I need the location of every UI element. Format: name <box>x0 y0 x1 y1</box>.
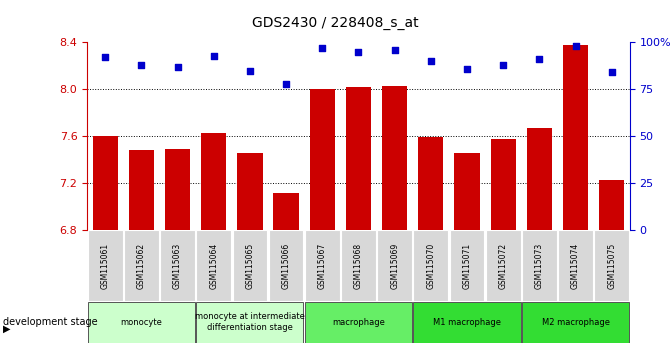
Bar <box>269 230 304 301</box>
Bar <box>522 230 557 301</box>
Bar <box>563 45 588 230</box>
Bar <box>88 230 123 301</box>
Text: GSM115072: GSM115072 <box>498 242 508 289</box>
Point <box>389 47 400 53</box>
Bar <box>413 302 521 343</box>
Text: GSM115062: GSM115062 <box>137 242 146 289</box>
Text: GSM115063: GSM115063 <box>173 242 182 289</box>
Text: GSM115071: GSM115071 <box>462 242 472 289</box>
Text: GSM115068: GSM115068 <box>354 242 363 289</box>
Bar <box>454 153 480 230</box>
Text: GSM115061: GSM115061 <box>100 242 110 289</box>
Bar <box>124 230 159 301</box>
Bar <box>486 230 521 301</box>
Bar <box>196 302 304 343</box>
Bar <box>599 180 624 230</box>
Bar <box>377 230 412 301</box>
Bar <box>346 87 371 230</box>
Bar <box>129 150 154 230</box>
Text: GSM115074: GSM115074 <box>571 242 580 289</box>
Bar <box>305 302 412 343</box>
Point <box>606 70 617 75</box>
Bar <box>522 302 629 343</box>
Point <box>498 62 509 68</box>
Bar <box>382 86 407 230</box>
Bar <box>237 153 263 230</box>
Text: monocyte: monocyte <box>121 318 162 327</box>
Bar <box>165 149 190 230</box>
Bar <box>92 136 118 230</box>
Bar <box>341 230 376 301</box>
Text: ▶: ▶ <box>3 324 11 333</box>
Bar <box>273 193 299 230</box>
Text: monocyte at intermediate
differentiation stage: monocyte at intermediate differentiation… <box>195 313 305 332</box>
Text: GSM115067: GSM115067 <box>318 242 327 289</box>
Bar <box>490 139 516 230</box>
Bar <box>160 230 195 301</box>
Text: GSM115069: GSM115069 <box>390 242 399 289</box>
Bar <box>196 230 231 301</box>
Point <box>136 62 147 68</box>
Bar <box>558 230 593 301</box>
Point <box>317 45 328 51</box>
Point <box>425 58 436 64</box>
Text: macrophage: macrophage <box>332 318 385 327</box>
Bar <box>413 230 448 301</box>
Text: M2 macrophage: M2 macrophage <box>541 318 610 327</box>
Bar <box>201 133 226 230</box>
Point <box>245 68 255 74</box>
Point <box>570 44 581 49</box>
Bar <box>450 230 484 301</box>
Bar <box>527 128 552 230</box>
Bar <box>418 137 444 230</box>
Point <box>534 57 545 62</box>
Text: GSM115075: GSM115075 <box>607 242 616 289</box>
Text: GSM115065: GSM115065 <box>245 242 255 289</box>
Bar <box>88 302 195 343</box>
Bar <box>594 230 629 301</box>
Point <box>353 49 364 55</box>
Text: GDS2430 / 228408_s_at: GDS2430 / 228408_s_at <box>252 16 418 30</box>
Point <box>281 81 291 87</box>
Bar <box>232 230 267 301</box>
Text: GSM115070: GSM115070 <box>426 242 436 289</box>
Text: GSM115064: GSM115064 <box>209 242 218 289</box>
Bar <box>305 230 340 301</box>
Point <box>172 64 183 70</box>
Point <box>208 53 219 58</box>
Text: GSM115066: GSM115066 <box>281 242 291 289</box>
Point <box>100 55 111 60</box>
Bar <box>310 89 335 230</box>
Text: M1 macrophage: M1 macrophage <box>433 318 501 327</box>
Text: GSM115073: GSM115073 <box>535 242 544 289</box>
Text: development stage: development stage <box>3 317 98 327</box>
Point <box>462 66 472 72</box>
